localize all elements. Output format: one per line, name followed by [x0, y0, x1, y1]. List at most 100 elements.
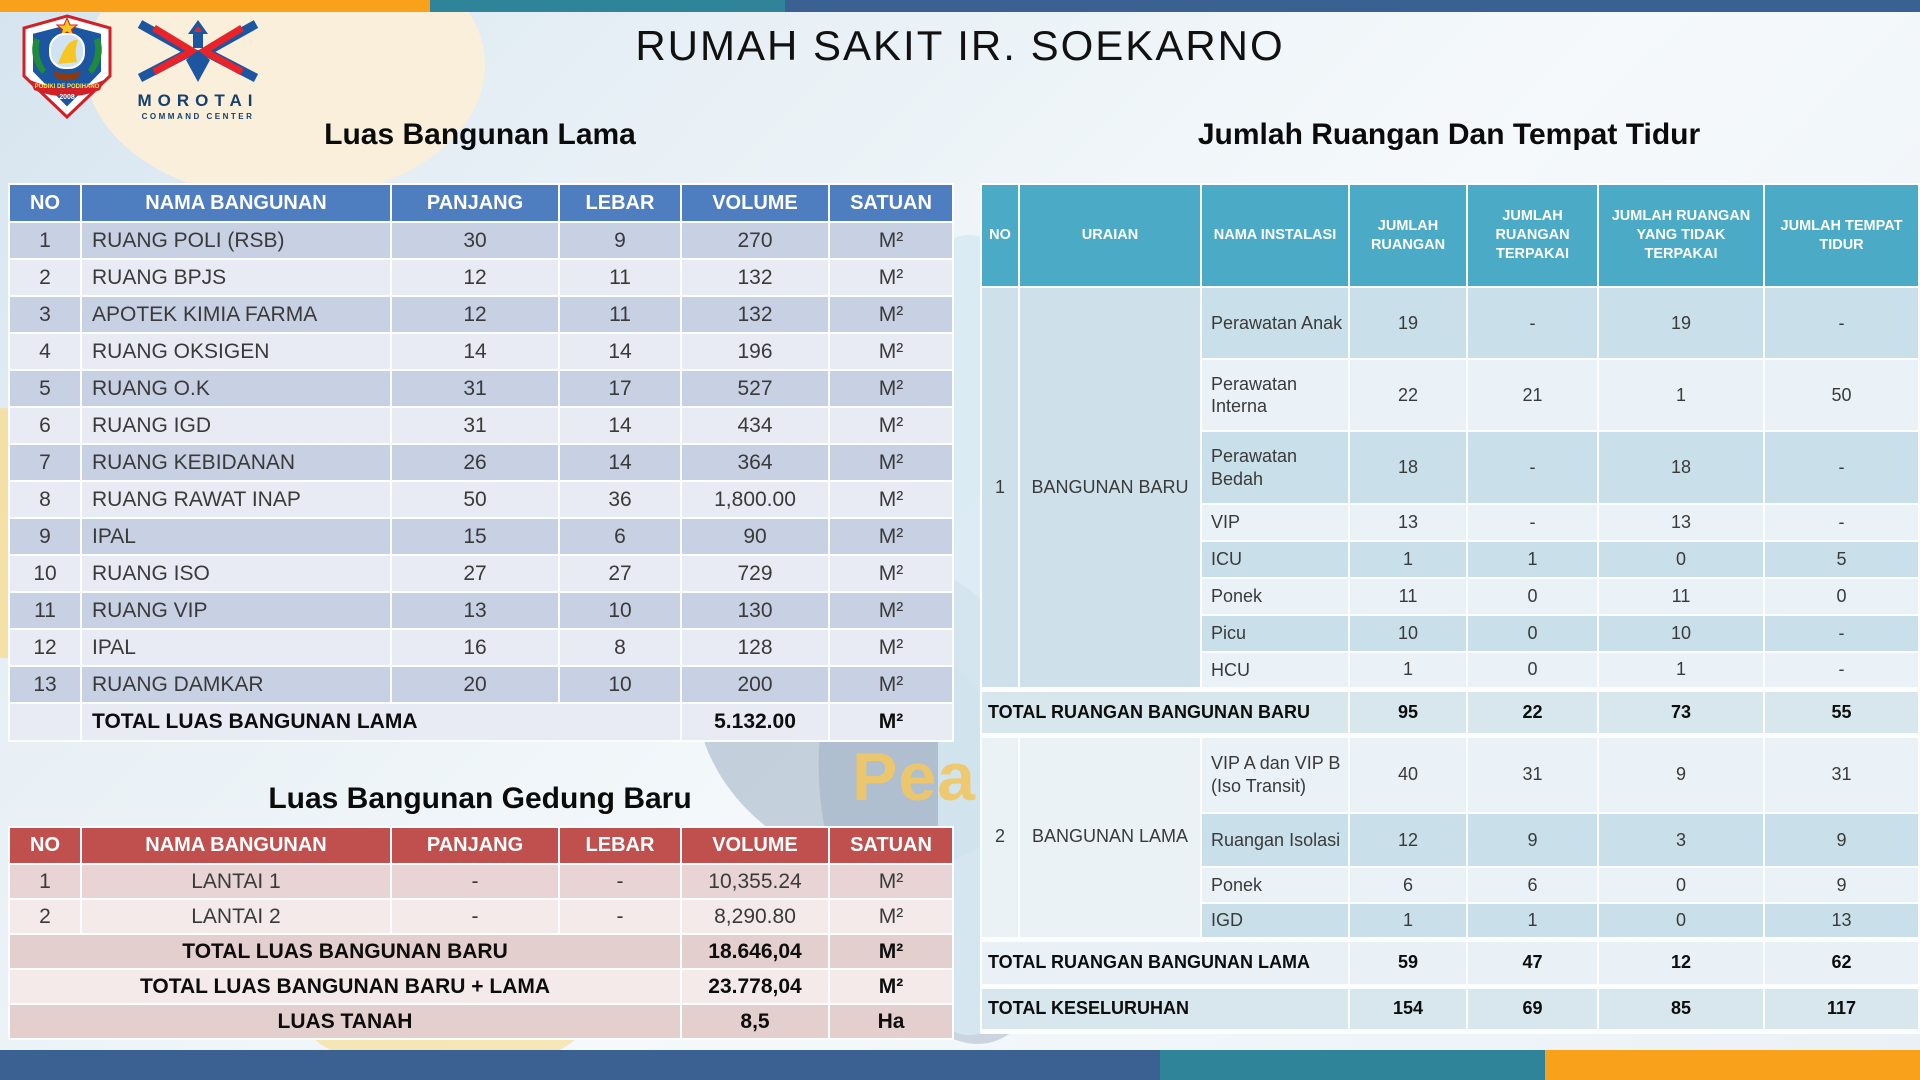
cell-ruangan-terpakai: -: [1466, 286, 1599, 360]
cell-nama-bangunan: LANTAI 2: [80, 898, 392, 935]
table-row: VIP 13-13-: [981, 503, 1920, 542]
cell-jumlah-ruangan: 11: [1348, 577, 1468, 616]
cell-total-label: TOTAL LUAS BANGUNAN BARU + LAMA: [8, 968, 682, 1005]
cell-uraian: BANGUNAN LAMA: [1018, 734, 1202, 940]
cell-total-ruangan-tidak-terpakai: 73: [1597, 686, 1765, 738]
cell-panjang: 27: [390, 554, 560, 593]
cell-jumlah-ruangan: 1: [1348, 651, 1468, 690]
cell-satuan: M²: [828, 258, 954, 297]
cell-tempat-tidur: 5: [1763, 540, 1920, 579]
cell-jumlah-ruangan: 1: [1348, 540, 1468, 579]
cell-ruangan-terpakai: -: [1466, 503, 1599, 542]
cell-total-label: LUAS TANAH: [8, 1003, 682, 1040]
cell-panjang: 12: [390, 295, 560, 334]
column-header-lebar: LEBAR: [558, 183, 682, 223]
cell-volume: 200: [680, 665, 830, 704]
regency-crest-logo: PODIKI DE PODIHANO 2008: [22, 14, 112, 120]
cell-jumlah-ruangan: 12: [1348, 812, 1468, 868]
table-row: Ponek 6 6 0 9: [981, 866, 1920, 904]
cell-total-label: TOTAL LUAS BANGUNAN BARU: [8, 933, 682, 970]
cell-lebar: 14: [558, 443, 682, 482]
cell-satuan: M²: [828, 628, 954, 667]
cell-ruangan-tidak-terpakai: 11: [1597, 577, 1765, 616]
cell-ruangan-tidak-terpakai: 19: [1597, 286, 1765, 360]
cell-lebar: 36: [558, 480, 682, 519]
cell-total-value: 18.646,04: [680, 933, 830, 970]
top-accent-bar: [0, 0, 1920, 12]
cell-panjang: 20: [390, 665, 560, 704]
cell-volume: 10,355.24: [680, 863, 830, 900]
table-row: 4 RUANG OKSIGEN 14 14 196 M²: [8, 332, 954, 371]
cell-nama-bangunan: APOTEK KIMIA FARMA: [80, 295, 392, 334]
cell-tempat-tidur: -: [1763, 430, 1920, 505]
section-title-jumlah-ruangan: Jumlah Ruangan Dan Tempat Tidur: [1197, 118, 1701, 151]
table-row: 1 BANGUNAN BARU Perawatan Anak 19-19-: [980, 286, 1920, 690]
cell-ruangan-terpakai: 9: [1466, 812, 1599, 868]
cell-tempat-tidur: -: [1763, 286, 1920, 360]
cell-nama-bangunan: RUANG IGD: [80, 406, 392, 445]
cell-lebar: 17: [558, 369, 682, 408]
cell-ruangan-tidak-terpakai: 18: [1597, 430, 1765, 505]
cell-nama-instalasi: Perawatan Bedah: [1200, 430, 1350, 505]
bottom-accent-bar: [0, 1050, 1920, 1080]
table-header-row: NO NAMA BANGUNAN PANJANG LEBAR VOLUME SA…: [8, 183, 954, 223]
cell-ruangan-terpakai: 6: [1466, 866, 1599, 904]
table-row: 2 LANTAI 2- -8,290.80 M²: [8, 898, 954, 935]
table-row: 6 RUANG IGD 31 14 434 M²: [8, 406, 954, 445]
column-header-no: NO: [8, 183, 82, 223]
cell-panjang: 26: [390, 443, 560, 482]
cell-volume: 196: [680, 332, 830, 371]
cell-satuan: M²: [828, 443, 954, 482]
cell-lebar: -: [558, 863, 682, 900]
cell-panjang: 31: [390, 406, 560, 445]
command-center-logo: MOROTAI COMMAND CENTER: [128, 14, 268, 121]
logo-group: PODIKI DE PODIHANO 2008 MOROTAI COMMAND …: [20, 14, 268, 121]
cell-tempat-tidur: 13: [1763, 902, 1920, 940]
cell-jumlah-ruangan: 1: [1348, 902, 1468, 940]
cell-ruangan-tidak-terpakai: 9: [1597, 734, 1765, 814]
cell-panjang: 30: [390, 221, 560, 260]
command-center-subtitle: COMMAND CENTER: [141, 112, 255, 121]
cell-nama-instalasi: ICU: [1200, 540, 1350, 579]
table-total-row: TOTAL RUANGAN BANGUNAN LAMA 59 47 12 62: [980, 936, 1920, 989]
table-row: 1 LANTAI 1- -10,355.24 M²: [8, 863, 954, 900]
table-row: 9 IPAL 15 6 90 M²: [8, 517, 954, 556]
cell-total-label: TOTAL LUAS BANGUNAN LAMA: [80, 702, 682, 742]
bottom-bar-navy-segment: [0, 1050, 1160, 1080]
cell-satuan: M²: [828, 480, 954, 519]
cell-panjang: 14: [390, 332, 560, 371]
cell-volume: 364: [680, 443, 830, 482]
cell-grand-total-label: TOTAL KESELURUHAN: [980, 983, 1350, 1034]
cell-ruangan-terpakai: 1: [1466, 540, 1599, 579]
cell-jumlah-ruangan: 22: [1348, 358, 1468, 432]
cell-total-ruangan-tidak-terpakai: 12: [1597, 936, 1765, 989]
table-total-row: TOTAL LUAS BANGUNAN LAMA 5.132.00 M²: [8, 702, 954, 742]
cell-grand-total-jumlah-ruangan: 154: [1348, 983, 1468, 1034]
cell-lebar: 6: [558, 517, 682, 556]
cell-volume: 8,290.80: [680, 898, 830, 935]
cell-total-volume: 5.132.00: [680, 702, 830, 742]
cell-volume: 130: [680, 591, 830, 630]
cell-volume: 132: [680, 295, 830, 334]
table-row: IGD 1 1 0 13: [981, 902, 1920, 940]
cell-satuan: M²: [828, 591, 954, 630]
cell-lebar: 10: [558, 665, 682, 704]
cell-no: 6: [8, 406, 82, 445]
cell-volume: 729: [680, 554, 830, 593]
cell-nama-bangunan: RUANG BPJS: [80, 258, 392, 297]
cell-nama-instalasi: Perawatan Interna: [1200, 358, 1350, 432]
cell-volume: 270: [680, 221, 830, 260]
column-header-satuan: SATUAN: [828, 826, 954, 865]
cell-nama-bangunan: RUANG DAMKAR: [80, 665, 392, 704]
cell-no: 2: [8, 258, 82, 297]
cell-panjang: 12: [390, 258, 560, 297]
cell-tempat-tidur: -: [1763, 614, 1920, 653]
cell-no-empty: [8, 702, 82, 742]
cell-satuan: M²: [828, 369, 954, 408]
column-header-no: NO: [8, 826, 82, 865]
cell-section-no: 2: [980, 734, 1020, 940]
cell-nama-instalasi: HCU: [1200, 651, 1350, 690]
cell-total-unit: M²: [828, 933, 954, 970]
cell-no: 11: [8, 591, 82, 630]
cell-no: 5: [8, 369, 82, 408]
